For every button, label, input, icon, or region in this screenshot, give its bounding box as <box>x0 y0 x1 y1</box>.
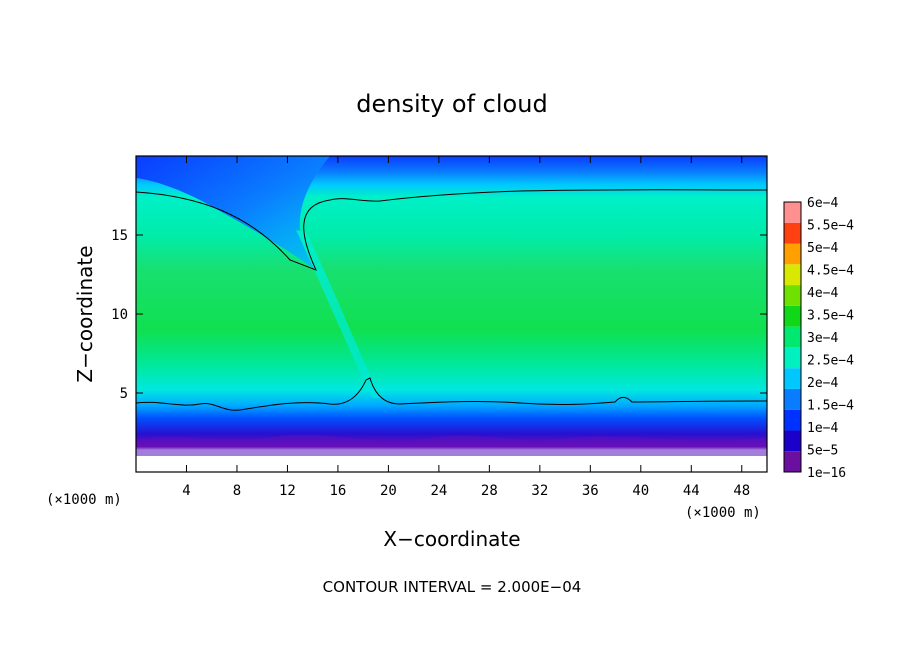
x-tick-label-8: 36 <box>582 483 599 499</box>
contour-interval-note: CONTOUR INTERVAL = 2.000E−04 <box>323 578 582 596</box>
colorbar-swatch-11 <box>784 222 801 244</box>
colorbar-swatch-9 <box>784 264 801 286</box>
x-tick-label-1: 8 <box>233 483 241 499</box>
colorbar-label-5: 2.5e−4 <box>807 354 854 369</box>
colorbar-label-0: 1e−16 <box>807 466 846 481</box>
colorbar-label-8: 4e−4 <box>807 286 838 301</box>
x-tick-label-4: 20 <box>380 483 397 499</box>
colorbar-swatch-10 <box>784 243 801 265</box>
y-axis-label: Z−coordinate <box>73 245 97 382</box>
y-unit-label: (×1000 m) <box>46 492 122 508</box>
colorbar-label-3: 1.5e−4 <box>807 399 854 414</box>
colorbar-label-2: 1e−4 <box>807 421 838 436</box>
colorbar-label-9: 4.5e−4 <box>807 264 854 279</box>
x-tick-label-11: 48 <box>733 483 750 499</box>
y-tick-label-1: 10 <box>111 307 128 323</box>
colorbar-label-11: 5.5e−4 <box>807 219 854 234</box>
colorbar-label-6: 3e−4 <box>807 331 838 346</box>
contour-lower <box>136 377 767 411</box>
chart-title: density of cloud <box>356 90 547 118</box>
colorbar-swatch-8 <box>784 285 801 306</box>
colorbar-swatch-0 <box>784 451 801 472</box>
upper-plume <box>136 156 330 272</box>
x-tick-label-6: 28 <box>481 483 498 499</box>
x-tick-label-5: 24 <box>430 483 447 499</box>
colorbar-label-4: 2e−4 <box>807 376 838 391</box>
plot-area <box>136 156 767 472</box>
colorbar-swatch-4 <box>784 368 801 389</box>
colorbar-swatch-12 <box>784 202 801 223</box>
contour-upper <box>136 189 767 271</box>
colorbar-swatch-1 <box>784 430 801 452</box>
diagonal-streak <box>296 230 380 398</box>
x-axis-ticks: 4 8 12 16 20 24 28 32 36 40 44 48 <box>182 156 750 499</box>
colorbar-swatch-2 <box>784 409 801 431</box>
x-axis-label: X−coordinate <box>383 527 520 551</box>
x-unit-label: (×1000 m) <box>685 505 761 521</box>
base-band <box>136 434 767 456</box>
y-tick-label-0: 5 <box>120 386 128 402</box>
y-axis-ticks: 5 10 15 <box>111 228 767 402</box>
x-tick-label-0: 4 <box>182 483 190 499</box>
x-tick-label-7: 32 <box>531 483 548 499</box>
colorbar-swatch-3 <box>784 388 801 410</box>
x-tick-label-10: 44 <box>683 483 700 499</box>
colorbar-label-12: 6e−4 <box>807 196 838 211</box>
x-tick-label-2: 12 <box>279 483 296 499</box>
colorbar: 1e−16 5e−5 1e−4 1.5e−4 2e−4 2.5e−4 3e−4 3.5e−4 4… <box>783 196 854 481</box>
colorbar-label-10: 5e−4 <box>807 241 838 256</box>
y-tick-label-2: 15 <box>111 228 128 244</box>
x-tick-label-3: 16 <box>329 483 346 499</box>
colorbar-label-7: 3.5e−4 <box>807 309 854 324</box>
colorbar-swatch-7 <box>784 305 801 327</box>
x-tick-label-9: 40 <box>632 483 649 499</box>
colorbar-frame <box>783 201 802 473</box>
colorbar-label-1: 5e−5 <box>807 444 838 459</box>
colorbar-swatch-5 <box>784 347 801 369</box>
colorbar-swatch-6 <box>784 326 801 348</box>
